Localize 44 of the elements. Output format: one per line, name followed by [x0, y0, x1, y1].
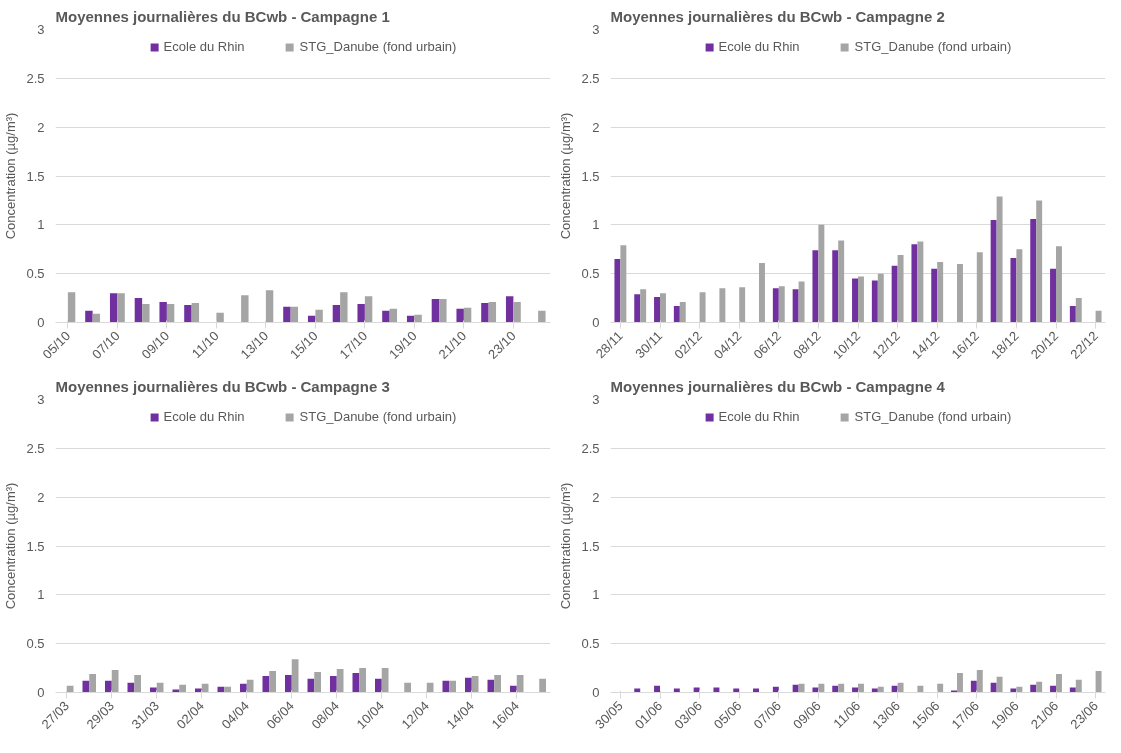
legend-label: STG_Danube (fond urbain) [299, 409, 457, 424]
y-tick-label: 3 [37, 392, 45, 407]
y-tick-label: 2.5 [26, 440, 45, 456]
chart-title: Moyennes journalières du BCwb - Campagne 2 [610, 7, 945, 25]
y-tick-label: 0 [37, 685, 45, 700]
y-tick-label: 1 [37, 217, 45, 233]
y-tick-label: 1 [592, 217, 600, 233]
y-tick-label: 2 [592, 489, 600, 505]
y-tick-label: 1 [592, 587, 600, 603]
legend-label: Ecole du Rhin [163, 409, 245, 424]
chart-title: Moyennes journalières du BCwb - Campagne 4 [610, 377, 946, 395]
y-tick-label: 0.5 [26, 636, 45, 652]
y-axis-title: Concentration (µg/m³) [3, 112, 19, 240]
chart-title: Moyennes journalières du BCwb - Campagne 3 [55, 377, 390, 395]
y-tick-label: 3 [592, 22, 600, 37]
y-axis-title: Concentration (µg/m³) [558, 112, 574, 240]
y-tick-label: 1.5 [26, 168, 45, 184]
y-tick-label: 0.5 [581, 636, 600, 652]
y-tick-label: 1 [37, 587, 45, 603]
y-tick-label: 0 [592, 685, 600, 700]
y-tick-label: 3 [592, 392, 600, 407]
y-tick-label: 3 [37, 22, 45, 37]
legend-label: Ecole du Rhin [718, 39, 800, 54]
y-axis-title: Concentration (µg/m³) [558, 482, 574, 610]
y-axis-title: Concentration (µg/m³) [3, 482, 19, 610]
y-tick-label: 1.5 [581, 538, 600, 554]
y-tick-label: 2 [37, 489, 45, 505]
chart-title: Moyennes journalières du BCwb - Campagne 1 [55, 7, 390, 25]
y-tick-label: 0.5 [581, 266, 600, 282]
legend-label: STG_Danube (fond urbain) [299, 39, 457, 54]
legend-label: Ecole du Rhin [718, 409, 800, 424]
y-tick-label: 0 [37, 315, 45, 330]
y-tick-label: 1.5 [26, 538, 45, 554]
y-tick-label: 2 [37, 119, 45, 135]
legend-label: Ecole du Rhin [163, 39, 245, 54]
y-tick-label: 2.5 [581, 440, 600, 456]
y-tick-label: 0 [592, 315, 600, 330]
legend-label: STG_Danube (fond urbain) [854, 409, 1012, 424]
y-tick-label: 2.5 [26, 70, 45, 86]
y-tick-label: 2.5 [581, 70, 600, 86]
y-tick-label: 0.5 [26, 266, 45, 282]
legend-label: STG_Danube (fond urbain) [854, 39, 1012, 54]
y-tick-label: 1.5 [581, 168, 600, 184]
y-tick-label: 2 [592, 119, 600, 135]
